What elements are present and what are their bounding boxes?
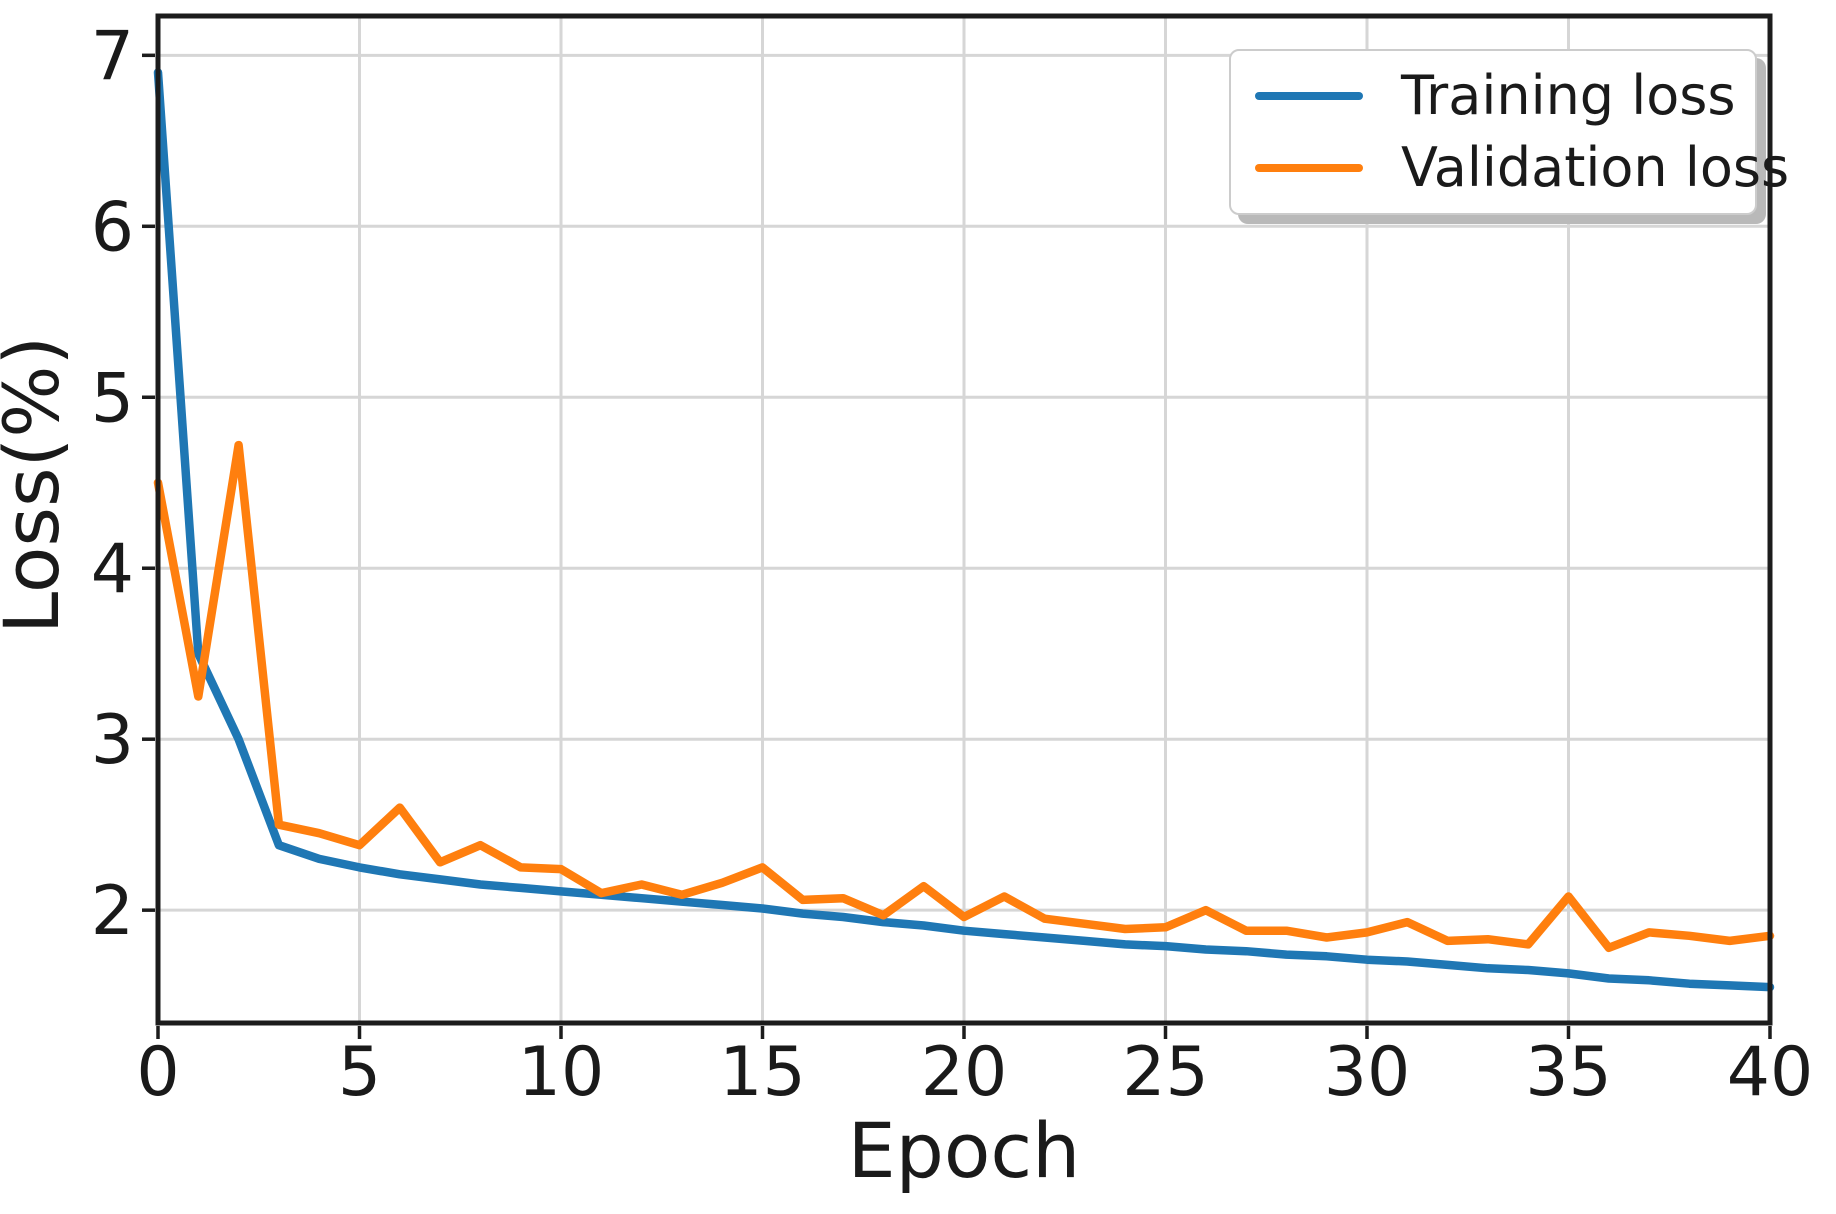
y-tick-label: 3: [91, 701, 134, 780]
x-tick-label: 15: [719, 1033, 806, 1112]
y-tick-label: 4: [91, 530, 134, 609]
tick-marks: [142, 53, 1772, 1039]
legend-label-training: Training loss: [1401, 64, 1736, 128]
legend-entry-training: Training loss: [1231, 64, 1755, 128]
validation-loss-line: [153, 440, 1775, 953]
y-tick-label: 2: [91, 872, 134, 951]
axes-spines: [155, 13, 1773, 1026]
plot-border: [155, 13, 1773, 1026]
tick-labels: 0 5 10 15 20 25 30 35 40 2 3 4 5 6 7: [91, 17, 1814, 1112]
legend-label-validation: Validation loss: [1401, 135, 1790, 199]
grid-lines: [156, 16, 1772, 1023]
series-lines: [153, 68, 1775, 992]
x-axis-label: Epoch: [848, 1106, 1081, 1195]
y-tick-label: 7: [91, 17, 134, 96]
y-axis-label: Loss(%): [0, 336, 76, 634]
x-tick-label: 35: [1525, 1033, 1612, 1112]
x-tick-label: 30: [1324, 1033, 1411, 1112]
training-loss-line: [153, 68, 1775, 992]
x-tick-label: 5: [338, 1033, 381, 1112]
x-tick-label: 20: [921, 1033, 1008, 1112]
x-tick-label: 25: [1122, 1033, 1209, 1112]
legend: Training loss Validation loss: [1229, 49, 1789, 215]
y-tick-label: 5: [91, 359, 134, 438]
x-tick-label: 0: [136, 1033, 179, 1112]
x-tick-label: 40: [1727, 1033, 1814, 1112]
legend-entry-validation: Validation loss: [1231, 136, 1789, 200]
validation-loss-line-sample: [1255, 163, 1363, 172]
training-loss-line-sample: [1255, 92, 1363, 101]
y-tick-label: 6: [91, 188, 134, 267]
x-tick-label: 10: [518, 1033, 605, 1112]
